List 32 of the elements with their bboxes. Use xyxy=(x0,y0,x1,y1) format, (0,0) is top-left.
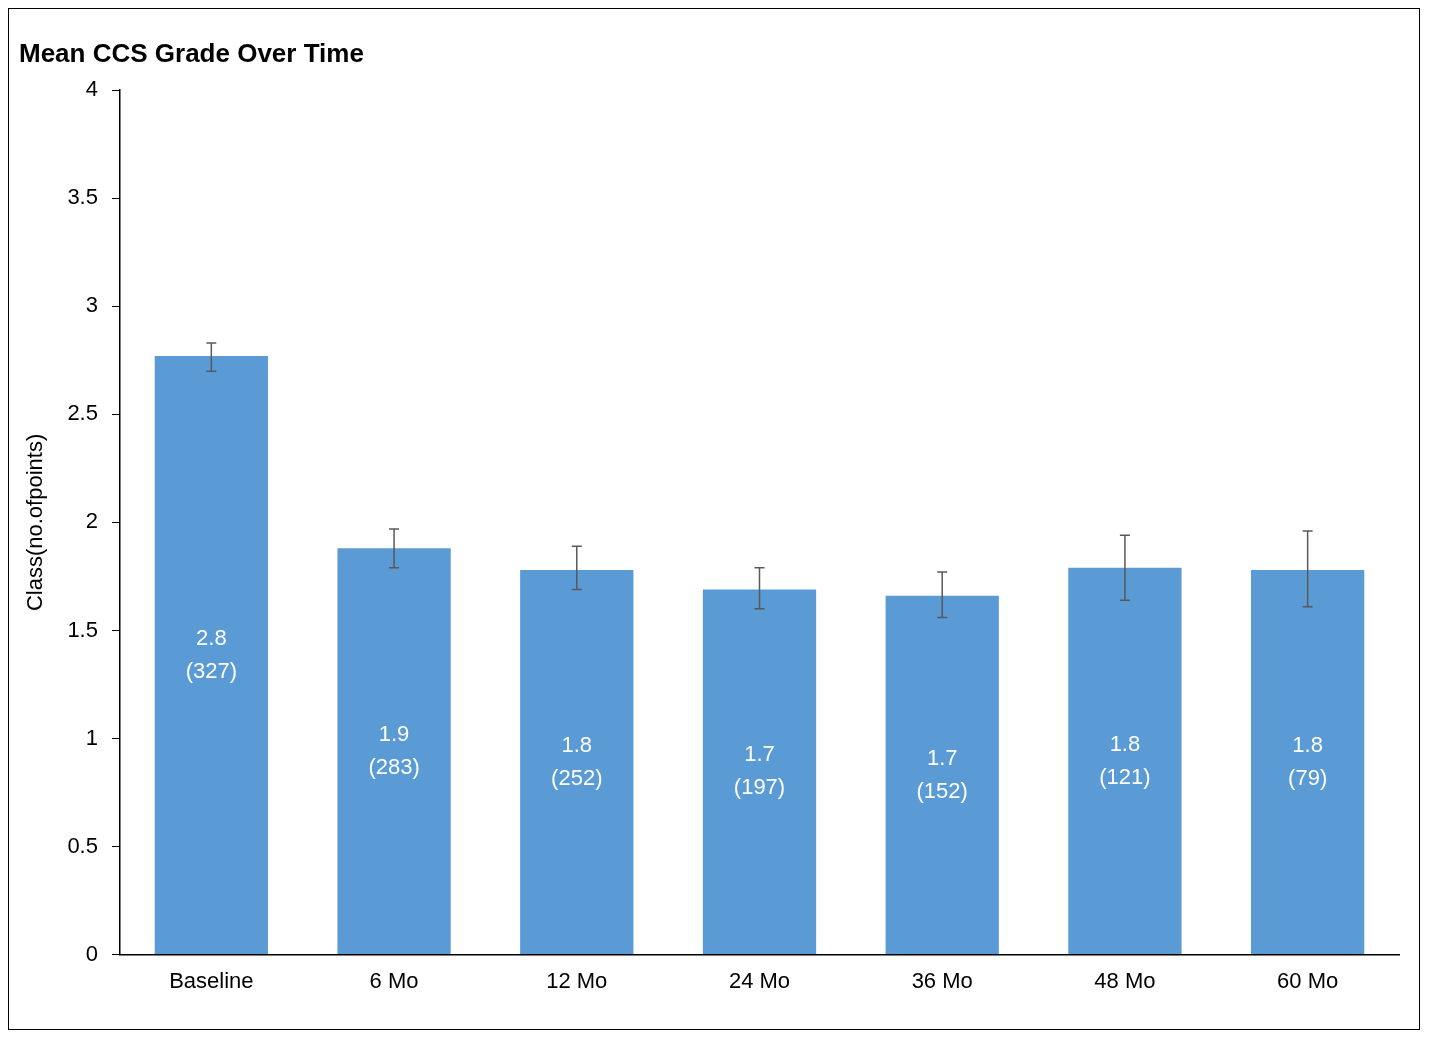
bar xyxy=(1068,567,1182,955)
y-tick-label: 3 xyxy=(85,292,98,318)
data-label: 1.8 (79) xyxy=(1288,731,1328,790)
bar xyxy=(1251,569,1365,955)
bar xyxy=(337,548,451,955)
y-tick-label: 4 xyxy=(85,76,98,102)
data-label: 1.9 (283) xyxy=(368,720,420,779)
x-tick-label: 12 Mo xyxy=(546,967,608,993)
y-tick-label: 1 xyxy=(85,724,98,750)
x-tick-label: 60 Mo xyxy=(1277,967,1339,993)
y-tick-label: 1.5 xyxy=(67,616,98,642)
x-tick-label: Baseline xyxy=(169,967,254,993)
y-tick-label: 2 xyxy=(85,508,98,534)
data-label: 2.8 (327) xyxy=(185,624,238,683)
x-tick-label: 24 Mo xyxy=(728,967,791,993)
y-tick-label: 3.5 xyxy=(67,184,98,210)
y-tick-label: 0 xyxy=(85,940,98,966)
bar xyxy=(154,356,268,955)
data-label: 1.7 (152) xyxy=(916,744,968,803)
bar xyxy=(702,589,817,955)
x-tick-label: 6 Mo xyxy=(369,967,419,993)
data-label: 1.7 (197) xyxy=(733,741,786,800)
x-tick-label: 48 Mo xyxy=(1094,967,1156,993)
y-axis-title: Class(no.ofpoints) xyxy=(22,433,48,612)
data-label: 1.8 (252) xyxy=(551,731,603,790)
bar xyxy=(885,595,999,955)
chart-title: Mean CCS Grade Over Time xyxy=(19,37,364,68)
x-tick-label: 36 Mo xyxy=(911,967,973,993)
y-tick-label: 2.5 xyxy=(67,400,98,426)
y-tick-label: 0.5 xyxy=(67,832,98,858)
data-label: 1.8 (121) xyxy=(1099,730,1151,789)
bar xyxy=(520,569,634,955)
